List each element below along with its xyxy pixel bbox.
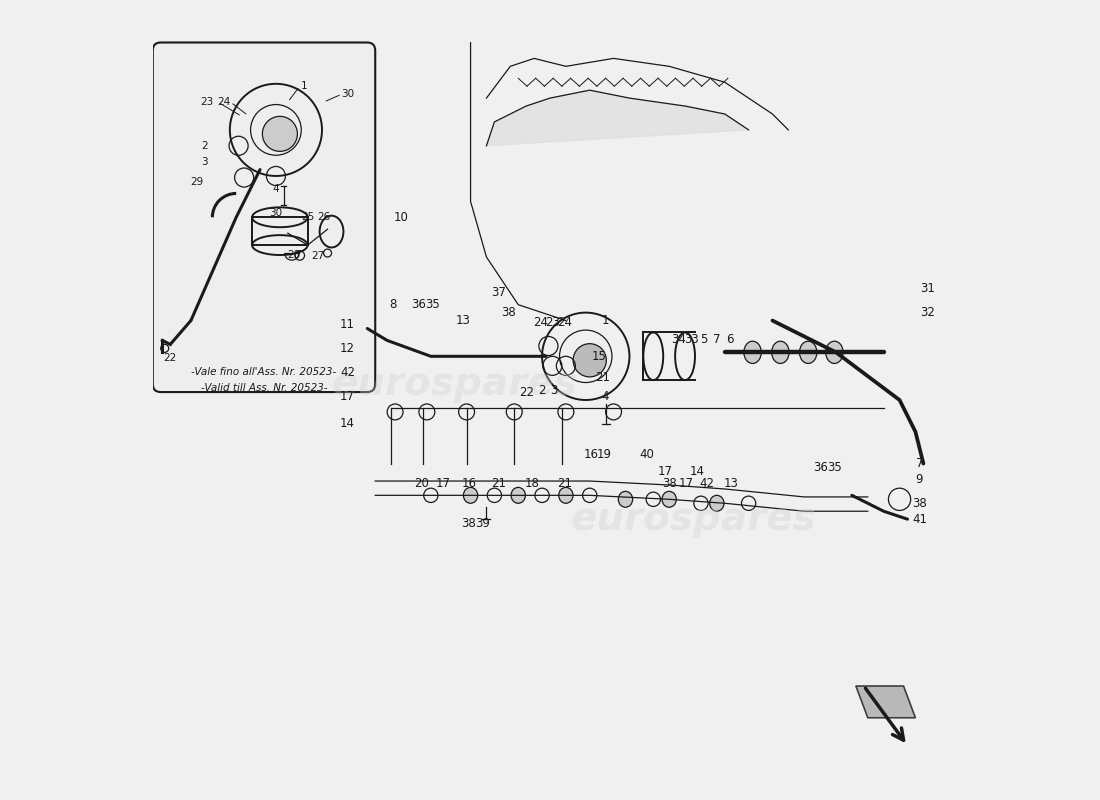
Text: 14: 14 bbox=[690, 465, 704, 478]
Text: -Vale fino all'Ass. Nr. 20523-: -Vale fino all'Ass. Nr. 20523- bbox=[191, 367, 337, 377]
Text: 30: 30 bbox=[270, 208, 283, 218]
Text: eurospares: eurospares bbox=[570, 500, 816, 538]
Text: 17: 17 bbox=[436, 477, 450, 490]
Text: 33: 33 bbox=[684, 333, 699, 346]
Text: 28: 28 bbox=[287, 250, 300, 260]
Text: 17: 17 bbox=[679, 477, 694, 490]
Text: 35: 35 bbox=[827, 461, 842, 474]
Text: 36: 36 bbox=[411, 298, 427, 311]
Text: 23: 23 bbox=[200, 97, 213, 107]
Ellipse shape bbox=[800, 342, 817, 363]
Text: 35: 35 bbox=[425, 298, 440, 311]
Ellipse shape bbox=[772, 342, 789, 363]
Text: 26: 26 bbox=[317, 212, 330, 222]
Circle shape bbox=[263, 116, 297, 151]
Text: 22: 22 bbox=[164, 353, 177, 363]
Text: 31: 31 bbox=[920, 282, 935, 295]
Text: 34: 34 bbox=[671, 333, 686, 346]
Text: 2: 2 bbox=[538, 384, 546, 397]
Ellipse shape bbox=[662, 491, 676, 507]
Text: 16: 16 bbox=[584, 447, 598, 461]
Text: 24: 24 bbox=[534, 317, 548, 330]
Text: 22: 22 bbox=[519, 386, 534, 398]
Polygon shape bbox=[856, 686, 915, 718]
Text: 16: 16 bbox=[462, 477, 476, 490]
Text: 42: 42 bbox=[340, 366, 355, 378]
Text: 32: 32 bbox=[920, 306, 935, 319]
Text: 14: 14 bbox=[340, 418, 355, 430]
Text: 11: 11 bbox=[340, 318, 355, 331]
Text: 38: 38 bbox=[462, 517, 476, 530]
Text: 29: 29 bbox=[190, 177, 204, 186]
Text: 7: 7 bbox=[713, 333, 721, 346]
Text: 1: 1 bbox=[300, 81, 307, 91]
Ellipse shape bbox=[710, 495, 724, 511]
Text: 41: 41 bbox=[912, 513, 927, 526]
Text: 39: 39 bbox=[475, 517, 490, 530]
Text: 3: 3 bbox=[201, 157, 208, 166]
Text: 38: 38 bbox=[912, 497, 927, 510]
Text: 15: 15 bbox=[592, 350, 607, 363]
Ellipse shape bbox=[463, 487, 477, 503]
Text: 5: 5 bbox=[701, 333, 707, 346]
Text: 23: 23 bbox=[544, 317, 560, 330]
Text: 13: 13 bbox=[455, 314, 470, 327]
Text: 38: 38 bbox=[662, 477, 676, 490]
Text: 21: 21 bbox=[557, 477, 572, 490]
Text: eurospares: eurospares bbox=[332, 365, 578, 403]
Ellipse shape bbox=[618, 491, 632, 507]
Text: 18: 18 bbox=[525, 477, 540, 490]
Text: 8: 8 bbox=[389, 298, 396, 311]
Ellipse shape bbox=[512, 487, 526, 503]
Ellipse shape bbox=[826, 342, 844, 363]
Text: 25: 25 bbox=[301, 212, 315, 222]
Text: 36: 36 bbox=[813, 461, 827, 474]
Text: 9: 9 bbox=[915, 473, 923, 486]
FancyBboxPatch shape bbox=[153, 42, 375, 392]
Text: 12: 12 bbox=[340, 342, 355, 355]
Text: 13: 13 bbox=[724, 477, 738, 490]
Text: 4: 4 bbox=[602, 390, 609, 402]
Text: 37: 37 bbox=[491, 286, 506, 299]
Text: 1: 1 bbox=[602, 314, 609, 327]
Text: 24: 24 bbox=[218, 97, 231, 107]
Text: 2: 2 bbox=[201, 141, 208, 150]
Text: 4: 4 bbox=[273, 185, 279, 194]
Text: 20: 20 bbox=[414, 477, 429, 490]
Text: 27: 27 bbox=[311, 251, 324, 262]
Text: 30: 30 bbox=[341, 89, 354, 99]
Ellipse shape bbox=[559, 487, 573, 503]
Circle shape bbox=[573, 344, 606, 377]
Text: 6: 6 bbox=[726, 333, 734, 346]
Text: 3: 3 bbox=[550, 384, 558, 397]
Text: 40: 40 bbox=[639, 447, 654, 461]
Text: 38: 38 bbox=[502, 306, 516, 319]
Text: 24: 24 bbox=[557, 317, 572, 330]
Text: 10: 10 bbox=[393, 210, 408, 224]
Text: 7: 7 bbox=[915, 457, 923, 470]
Text: 17: 17 bbox=[658, 465, 673, 478]
Text: 21: 21 bbox=[491, 477, 506, 490]
Text: 21: 21 bbox=[595, 371, 609, 384]
Text: 17: 17 bbox=[340, 390, 355, 402]
Ellipse shape bbox=[744, 342, 761, 363]
Text: 42: 42 bbox=[700, 477, 715, 490]
Text: 19: 19 bbox=[596, 447, 612, 461]
Text: -Valid till Ass. Nr. 20523-: -Valid till Ass. Nr. 20523- bbox=[200, 383, 328, 393]
Polygon shape bbox=[486, 90, 749, 146]
Bar bbox=[252, 218, 308, 245]
